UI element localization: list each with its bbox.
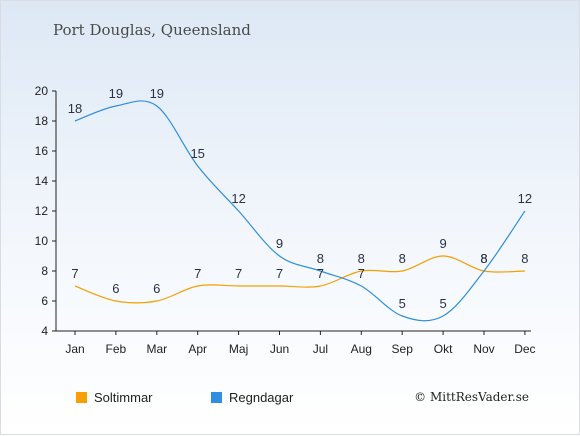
sun-data-label: 9 — [439, 236, 446, 251]
sun-data-label: 8 — [358, 251, 365, 266]
rain-data-label: 7 — [358, 266, 365, 281]
x-tick-label: Feb — [106, 342, 127, 356]
y-tick-label: 6 — [41, 294, 48, 308]
rain-data-label: 5 — [399, 296, 406, 311]
sun-data-label: 6 — [153, 281, 160, 296]
legend-item-rain: Regndagar — [211, 390, 293, 405]
rain-data-label: 9 — [276, 236, 283, 251]
legend-label-rain: Regndagar — [229, 390, 294, 405]
legend-item-sun: Soltimmar — [76, 390, 153, 405]
x-tick-label: Jan — [65, 342, 84, 356]
x-tick-label: Apr — [188, 342, 207, 356]
rain-data-label: 5 — [439, 296, 446, 311]
x-tick-label: Aug — [351, 342, 372, 356]
rain-data-label: 19 — [109, 86, 123, 101]
y-tick-label: 18 — [35, 114, 49, 128]
rain-data-label: 8 — [317, 251, 324, 266]
rain-data-label: 8 — [480, 251, 487, 266]
sun-data-label: 7 — [317, 266, 324, 281]
rain-days-line — [74, 100, 526, 322]
sun-data-label: 8 — [521, 251, 528, 266]
y-tick-label: 14 — [35, 174, 49, 188]
sun-data-label: 8 — [480, 251, 487, 266]
legend-swatch-rain — [211, 392, 222, 403]
copyright-text: © MittResVader.se — [414, 390, 529, 404]
rain-data-label: 12 — [518, 191, 532, 206]
sun-data-label: 6 — [112, 281, 119, 296]
x-tick-label: Sep — [392, 342, 414, 356]
rain-data-label: 18 — [68, 101, 82, 116]
y-tick-label: 4 — [41, 324, 48, 338]
x-tick-label: Jul — [313, 342, 328, 356]
sun-data-label: 7 — [235, 266, 242, 281]
x-tick-label: Dec — [514, 342, 535, 356]
rain-data-label: 12 — [231, 191, 245, 206]
chart-title: Port Douglas, Queensland — [53, 21, 251, 39]
sun-hours-line — [74, 255, 525, 304]
x-tick-label: Okt — [434, 342, 453, 356]
y-tick-label: 8 — [41, 264, 48, 278]
y-tick-label: 16 — [35, 144, 49, 158]
y-tick-label: 12 — [35, 204, 49, 218]
x-tick-label: Maj — [229, 342, 248, 356]
legend-swatch-sun — [76, 392, 87, 403]
legend-label-sun: Soltimmar — [94, 390, 153, 405]
sun-data-label: 8 — [399, 251, 406, 266]
x-tick-label: Mar — [146, 342, 167, 356]
rain-data-label: 15 — [190, 146, 204, 161]
sun-data-label: 7 — [194, 266, 201, 281]
x-tick-label: Jun — [270, 342, 289, 356]
x-tick-label: Nov — [473, 342, 494, 356]
y-tick-label: 20 — [35, 84, 49, 98]
y-tick-label: 10 — [35, 234, 49, 248]
rain-data-label: 19 — [150, 86, 164, 101]
sun-data-label: 7 — [276, 266, 283, 281]
sun-data-label: 7 — [71, 266, 78, 281]
